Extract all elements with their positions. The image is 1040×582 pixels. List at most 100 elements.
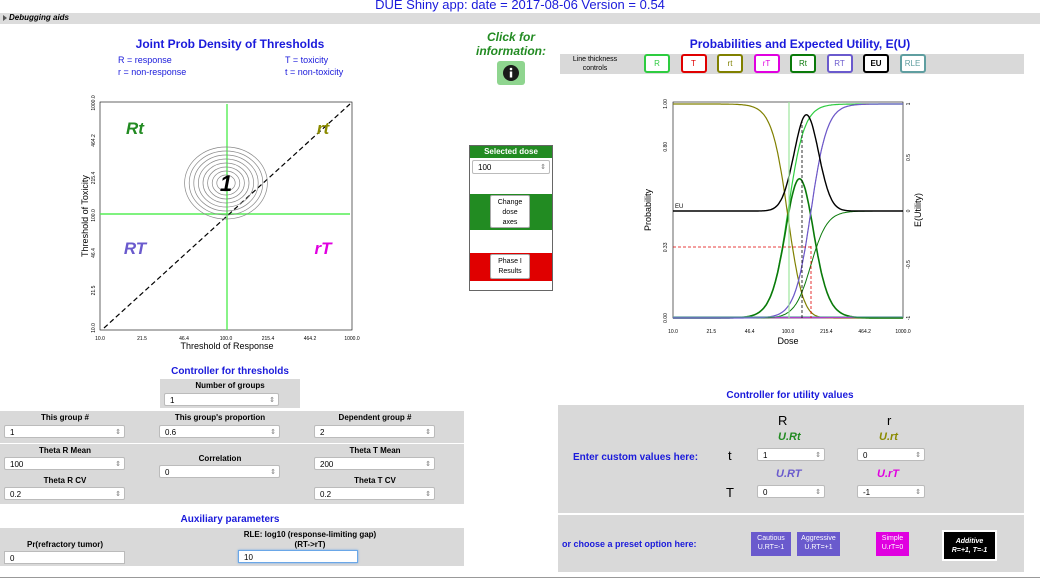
URt-select[interactable]: 1 ⇕ (757, 448, 825, 461)
legend-T: T = toxicity (285, 55, 329, 65)
Urt-select[interactable]: 0 ⇕ (857, 448, 925, 461)
aggressive-label-1: Aggressive (801, 535, 836, 542)
y-tick: 1000.0 (91, 95, 97, 111)
line-thickness-RT-button[interactable]: RT (826, 54, 853, 73)
quadrant-rt: rt (317, 119, 331, 138)
plot-frame (99, 101, 353, 331)
phase1-label-1: Phase I (498, 258, 522, 265)
line-thickness-R-button[interactable]: R (644, 54, 670, 73)
line-thickness-rt-button[interactable]: rt (717, 54, 743, 73)
y-right-tick: -1 (906, 316, 912, 321)
y-axis-label: Threshold of Toxicity (80, 175, 90, 257)
y-left-tick: 0.80 (663, 142, 669, 152)
pr-refractory-input[interactable]: 0 (4, 551, 125, 564)
chevron-updown-icon: ⇕ (815, 489, 821, 496)
thetaR-mean-select[interactable]: 100 ⇕ (4, 457, 125, 470)
line-thickness-RLE-button[interactable]: RLE (899, 54, 926, 73)
row-t-header: t (728, 448, 732, 463)
chevron-updown-icon: ⇕ (115, 461, 121, 468)
x-tick: 100.0 (782, 329, 795, 335)
rle-input[interactable]: 10 (238, 550, 358, 563)
URT-value: 0 (763, 488, 768, 497)
density-contours (184, 146, 268, 220)
UrT-value: -1 (863, 488, 871, 497)
change-dose-axes-bar: Change dose axes (470, 194, 552, 230)
change-dose-axes-button[interactable]: Change dose axes (490, 195, 530, 228)
contour-ring (188, 150, 264, 216)
correlation-select[interactable]: 0 ⇕ (159, 465, 280, 478)
x-tick: 10.0 (668, 329, 678, 335)
change-dose-label-3: axes (502, 219, 518, 226)
info-button[interactable] (497, 61, 525, 85)
y-right-tick: -0.5 (906, 260, 912, 269)
chevron-updown-icon: ⇕ (115, 491, 121, 498)
thetaT-mean-select[interactable]: 200 ⇕ (314, 457, 435, 470)
auxiliary-heading: Auxiliary parameters (180, 514, 280, 525)
x-tick-labels: 10.0 21.5 46.4 100.0 215.4 464.2 1000.0 (95, 336, 360, 342)
phase1-results-bar: Phase I Results (470, 253, 552, 281)
probability-curves (673, 103, 903, 319)
line-thickness-label: Line thickness controls (570, 55, 620, 73)
row-T-header: T (726, 485, 734, 500)
pr-refractory-label: Pr(refractory tumor) (26, 540, 103, 549)
x-tick: 10.0 (95, 336, 105, 342)
simple-label-2: U.rT=0 (881, 544, 904, 551)
cautious-label-1: Cautious (757, 535, 785, 542)
line-thickness-Rt-button[interactable]: Rt (790, 54, 816, 73)
contour-ring (193, 154, 259, 212)
contour-ring (211, 170, 241, 196)
x-tick: 100.0 (220, 336, 233, 342)
simple-label-1: Simple (881, 535, 904, 542)
selected-dose-select[interactable]: 100 ⇕ (472, 160, 550, 174)
chevron-updown-icon: ⇕ (540, 164, 546, 171)
num-groups-select[interactable]: 1 ⇕ (164, 393, 279, 406)
Urt-value: 0 (863, 451, 868, 460)
eu-label: EU (675, 204, 683, 210)
y-tick: 21.5 (91, 285, 97, 295)
line-thickness-EU-button[interactable]: EU (863, 54, 889, 73)
this-group-value: 1 (10, 428, 15, 437)
chevron-updown-icon: ⇕ (269, 397, 275, 404)
x-tick: 46.4 (745, 329, 755, 335)
additive-label-2: R=+1, T=-1 (951, 547, 988, 554)
Urt-label: U.rt (879, 431, 898, 443)
phase1-results-button[interactable]: Phase I Results (490, 254, 530, 279)
thetaT-cv-value: 0.2 (320, 490, 332, 499)
debugging-aids-toggle[interactable]: Debugging aids (0, 13, 1040, 24)
rle-label: RLE: log10 (response-limiting gap) (RT->… (220, 530, 400, 550)
y-right-tick: 0.5 (906, 154, 912, 161)
y-left-tick: 0.00 (663, 313, 669, 323)
app-title: DUE Shiny app: date = 2017-08-06 Version… (375, 0, 665, 12)
num-groups-value: 1 (170, 396, 175, 405)
quadrant-rT: rT (315, 239, 334, 258)
aggressive-preset-button[interactable]: Aggressive U.RT=+1 (797, 532, 840, 556)
UrT-select[interactable]: -1 ⇕ (857, 485, 925, 498)
dose-box-header: Selected dose (470, 146, 552, 158)
y-tick: 46.4 (91, 248, 97, 258)
joint-density-plot: 1 Rt rt RT rT 10.0 21.5 46.4 100.0 215.4 464.… (80, 95, 360, 351)
x-axis-label: Threshold of Response (180, 341, 273, 351)
y-right-axis-label: E(Utility) (913, 193, 923, 227)
this-group-select[interactable]: 1 ⇕ (4, 425, 125, 438)
simple-preset-button[interactable]: Simple U.rT=0 (876, 532, 909, 556)
line-thickness-label-2: controls (582, 65, 608, 72)
aggressive-label-2: U.RT=+1 (804, 544, 833, 551)
line-thickness-T-button[interactable]: T (680, 54, 707, 73)
dependent-select[interactable]: 2 ⇕ (314, 425, 435, 438)
contour-ring (198, 158, 254, 208)
legend-R: R = response (118, 55, 172, 65)
chevron-updown-icon: ⇕ (915, 452, 921, 459)
contour-ring (216, 174, 236, 192)
line-thickness-label-1: Line thickness (572, 56, 618, 63)
custom-values-label: Enter custom values here: (573, 452, 699, 463)
y-left-tick: 0.33 (663, 242, 669, 252)
line-thickness-rT-button[interactable]: rT (753, 54, 780, 73)
thetaR-cv-select[interactable]: 0.2 ⇕ (4, 487, 125, 500)
additive-preset-button[interactable]: Additive R=+1, T=-1 (942, 530, 997, 561)
proportion-select[interactable]: 0.6 ⇕ (159, 425, 280, 438)
cautious-preset-button[interactable]: Cautious U.RT=-1 (751, 532, 791, 556)
chevron-updown-icon: ⇕ (425, 491, 431, 498)
thetaT-cv-select[interactable]: 0.2 ⇕ (314, 487, 435, 500)
URT-select[interactable]: 0 ⇕ (757, 485, 825, 498)
